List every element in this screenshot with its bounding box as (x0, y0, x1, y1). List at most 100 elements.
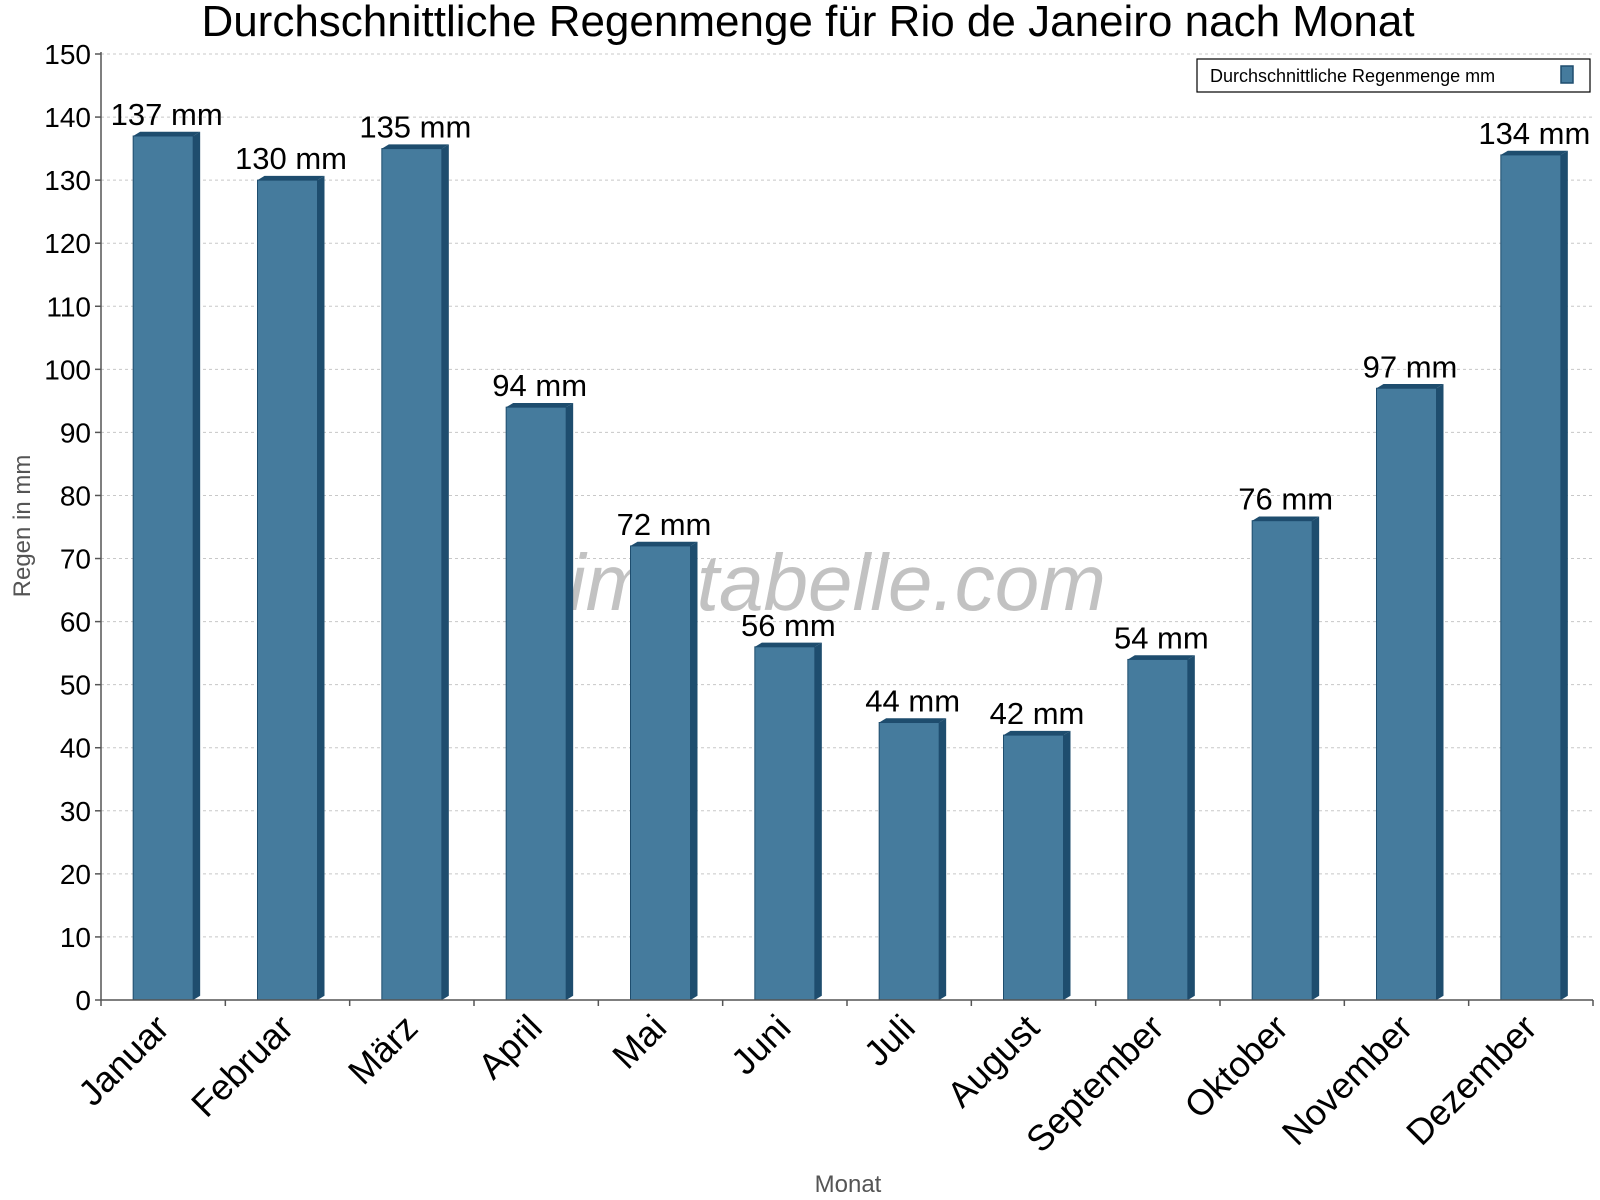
bar-side (1312, 516, 1320, 1000)
x-axis-ticks: Januar Februar März April Mai Juni Juli AugustS… (70, 1000, 1594, 1160)
bar-front (1003, 734, 1064, 1001)
legend-swatch (1560, 65, 1574, 84)
bar (1003, 730, 1071, 1001)
legend-label: Durchschnittliche Regenmenge mm (1210, 66, 1495, 86)
bars (132, 131, 1568, 1001)
grid-lines (101, 53, 1593, 938)
x-tick-label: Dezember (1398, 1007, 1544, 1153)
data-label: 42 mm (990, 696, 1085, 731)
bar-top (1500, 150, 1568, 155)
bar (754, 642, 822, 1001)
x-tick-label: März (340, 1007, 426, 1093)
axes (100, 52, 1593, 1001)
y-tick-label: 90 (60, 417, 91, 448)
bar-top (1127, 655, 1195, 660)
bar-top (879, 718, 947, 723)
legend-box (1196, 58, 1591, 93)
x-tick-label: Februar (183, 1007, 301, 1125)
data-label: 137 mm (111, 97, 223, 132)
y-tick-label: 50 (60, 670, 91, 701)
bar-top (1252, 516, 1320, 521)
bar-top (1376, 384, 1444, 389)
bar-side (1560, 150, 1568, 1000)
bar (630, 541, 698, 1001)
bar-side (690, 541, 698, 1000)
data-label: 54 mm (1114, 620, 1209, 655)
bar-front (1251, 520, 1313, 1001)
bar (381, 144, 449, 1001)
bar-side (939, 718, 947, 1000)
x-tick-label: Mai (604, 1007, 674, 1077)
bar-top (506, 402, 574, 408)
bar-top (754, 642, 822, 647)
x-tick-label: November (1274, 1007, 1420, 1153)
bar-top (381, 144, 449, 149)
y-tick-label: 70 (60, 544, 91, 575)
bar-front (630, 545, 691, 1001)
bar (132, 131, 201, 1001)
y-tick-label: 20 (60, 859, 91, 890)
x-tick-label: Juni (723, 1007, 799, 1083)
x-tick-label: Juli (856, 1007, 923, 1074)
legend: Durchschnittliche Regenmenge mm (1196, 58, 1591, 93)
bar (1376, 384, 1444, 1001)
bar-side (317, 175, 325, 1000)
data-label: 97 mm (1363, 349, 1458, 384)
y-tick-label: 100 (44, 354, 91, 385)
bar (505, 402, 574, 1001)
data-labels: 137 mm 130 mm 135 mm 94 mm 72 mm 56 mm 44 mm 42… (111, 97, 1591, 731)
bar-top (630, 541, 698, 546)
y-axis-label: Regen in mm (9, 455, 36, 598)
bar-front (1376, 387, 1437, 1001)
bar-side (814, 642, 822, 1000)
bar-front (505, 406, 567, 1001)
y-tick-label: 30 (60, 796, 91, 827)
bar-front (132, 135, 194, 1001)
data-label: 72 mm (617, 507, 712, 542)
watermark: klimatabelle.com (510, 538, 1106, 627)
bar (1500, 150, 1568, 1001)
bar-side (193, 131, 201, 1000)
data-label: 135 mm (359, 110, 471, 145)
bar (1251, 516, 1320, 1001)
bar (257, 175, 325, 1001)
bar-front (1500, 154, 1562, 1001)
bar-front (878, 722, 940, 1001)
x-tick-label: August (939, 1007, 1047, 1115)
data-label: 94 mm (492, 368, 587, 403)
y-tick-label: 130 (44, 165, 91, 196)
bar (1127, 655, 1195, 1001)
y-tick-label: 60 (60, 607, 91, 638)
bar-front (381, 148, 443, 1001)
x-tick-label: April (470, 1007, 550, 1087)
bar-side (1436, 384, 1444, 1000)
bar-side (1187, 655, 1195, 1000)
y-tick-label: 120 (44, 228, 91, 259)
bar-top (1003, 730, 1071, 736)
bar-side (1063, 730, 1071, 1000)
bar-front (754, 646, 816, 1001)
y-tick-label: 110 (46, 291, 91, 322)
bar-top (133, 131, 201, 136)
y-tick-label: 40 (60, 733, 91, 764)
y-tick-label: 80 (60, 480, 91, 511)
bar (878, 718, 947, 1001)
bar-side (566, 402, 574, 1000)
bar-front (257, 179, 318, 1001)
y-tick-label: 140 (44, 102, 91, 133)
data-label: 44 mm (865, 684, 960, 719)
y-tick-label: 10 (60, 922, 91, 953)
y-axis-ticks: 0 10 20 30 40 50 60 70 80 90 100 110 120 130 140 150 (44, 39, 101, 1016)
x-axis-label: Monat (815, 1171, 882, 1198)
data-label: 134 mm (1478, 116, 1590, 151)
bar-top (257, 175, 325, 181)
x-tick-label: Januar (70, 1007, 177, 1114)
bar-front (1127, 658, 1189, 1001)
data-label: 56 mm (741, 608, 836, 643)
x-tick-label: Oktober (1176, 1007, 1296, 1127)
y-tick-label: 150 (44, 39, 91, 70)
bar-side (441, 144, 449, 1000)
chart-title: Durchschnittliche Regenmenge für Rio de … (201, 0, 1414, 46)
